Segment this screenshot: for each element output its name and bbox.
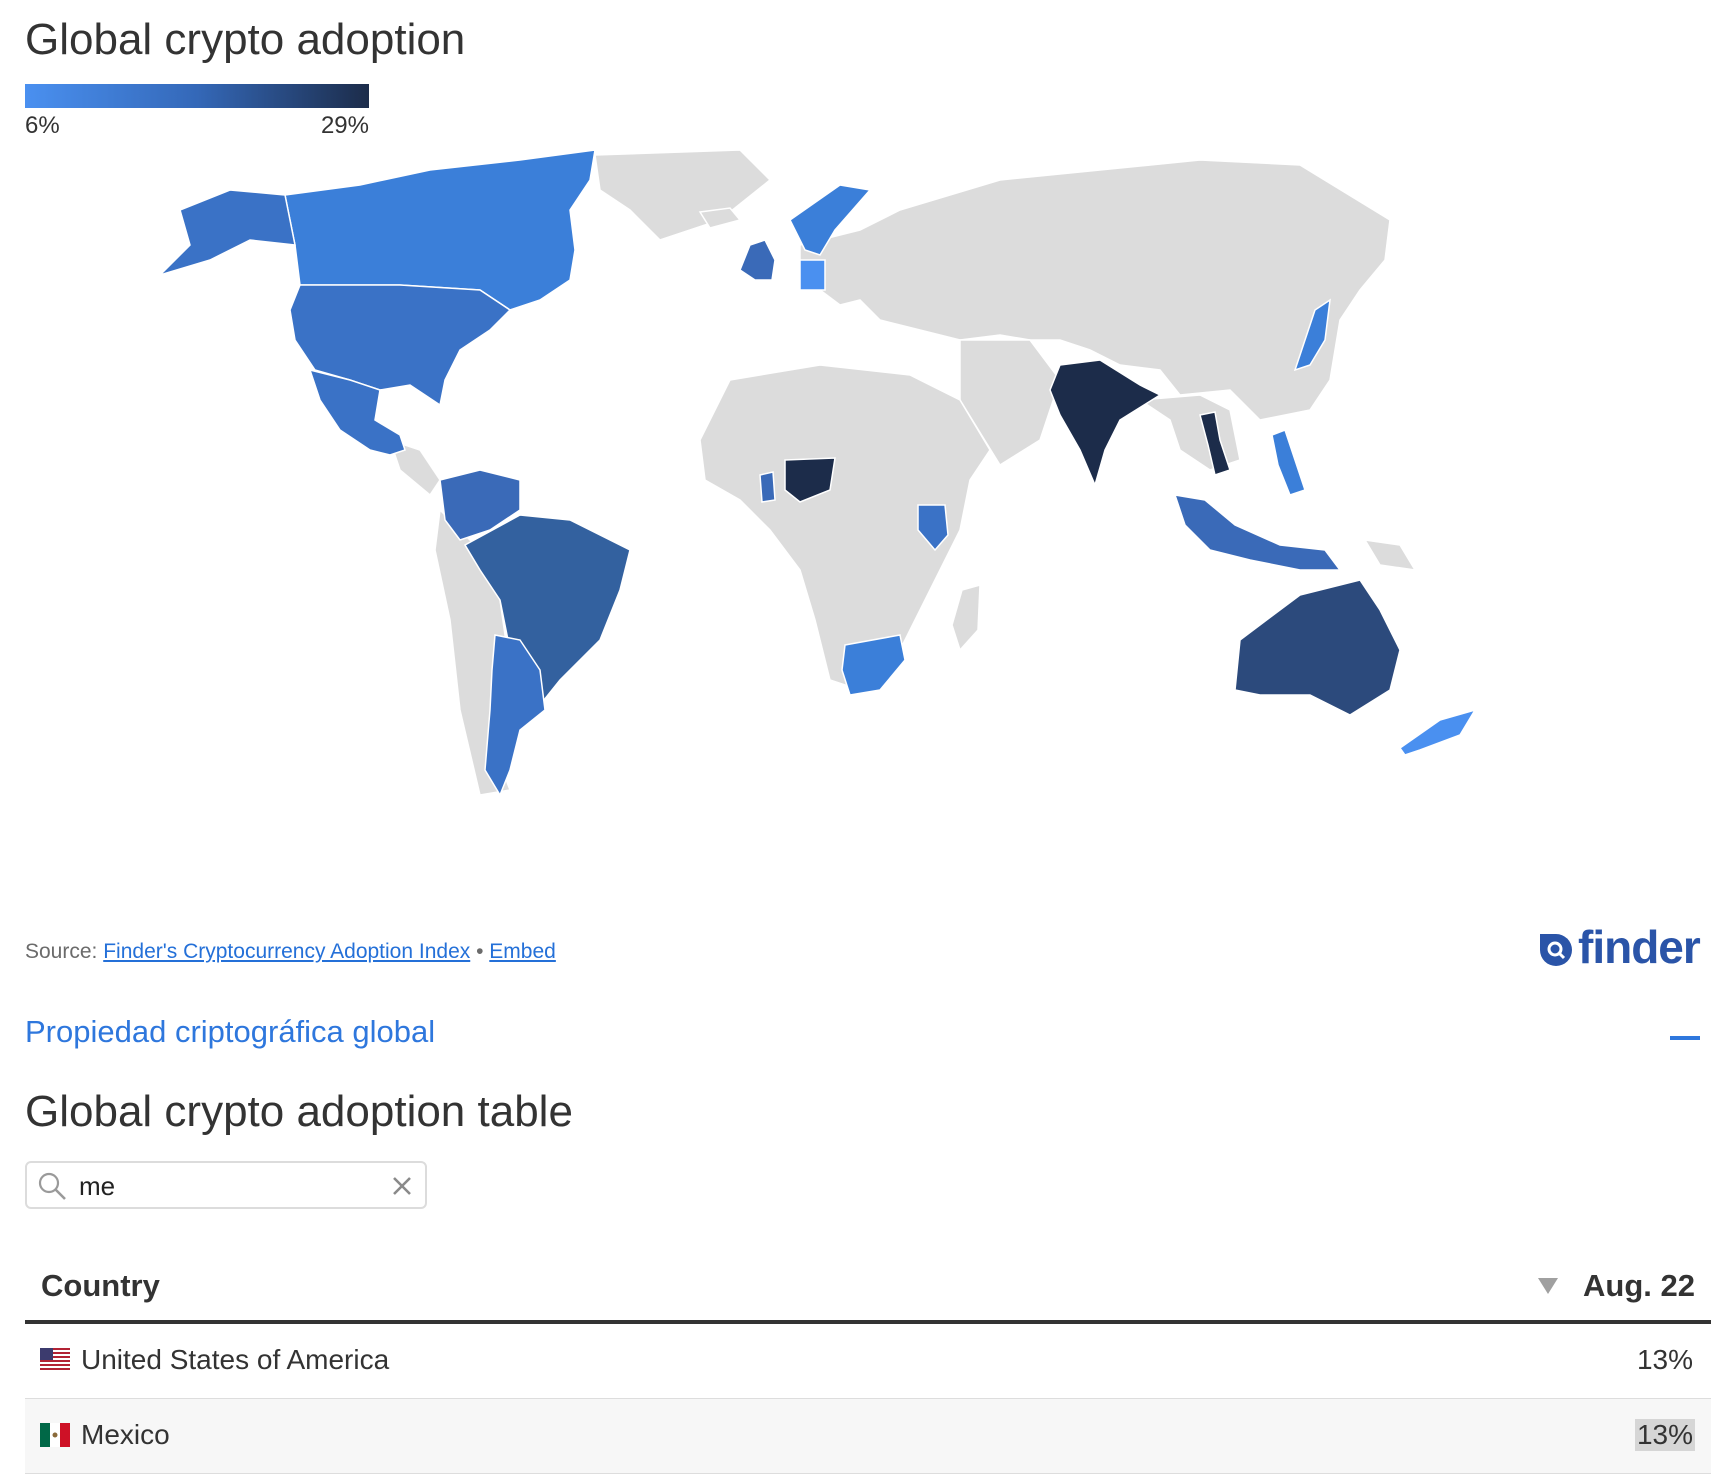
column-header-aug-22[interactable]: Aug. 22 — [1583, 1268, 1695, 1303]
country-usa — [289, 284, 512, 407]
country-mexico — [308, 368, 406, 456]
country-new-zealand — [1398, 708, 1477, 756]
table-header: Country Aug. 22 — [25, 1258, 1711, 1324]
land-europe-asia — [799, 159, 1391, 421]
country-kenya — [917, 504, 949, 552]
us-flag-icon — [40, 1348, 70, 1372]
land-png — [1363, 539, 1417, 571]
table-title: Global crypto adoption table — [25, 1087, 573, 1136]
country-nigeria — [784, 457, 836, 503]
country-norway-sweden — [789, 184, 872, 256]
country-germany — [799, 259, 826, 291]
land-greenland — [594, 150, 772, 241]
land-madagascar — [951, 584, 981, 652]
chart-title: Global crypto adoption — [25, 15, 466, 64]
country-brazil — [463, 514, 631, 707]
section-toggle-label[interactable]: Propiedad criptográfica global — [25, 1014, 436, 1049]
country-japan — [1293, 298, 1331, 372]
collapse-icon[interactable] — [1670, 1036, 1700, 1040]
color-legend: 6% 29% — [25, 84, 369, 139]
table-row: United States of America 13% — [25, 1324, 1711, 1399]
finder-logo[interactable]: finder — [1538, 921, 1710, 976]
search-icon — [38, 1172, 66, 1200]
search-input[interactable] — [79, 1169, 359, 1203]
country-uk-ireland — [739, 239, 776, 281]
source-line: Source: Finder's Cryptocurrency Adoption… — [25, 940, 556, 964]
adoption-value: 13% — [1636, 1344, 1693, 1375]
finder-wordmark: finder — [1578, 921, 1701, 973]
country-vietnam — [1199, 411, 1231, 476]
country-australia — [1234, 579, 1401, 716]
source-prefix: Source: — [25, 940, 98, 963]
finder-search-icon — [1540, 934, 1572, 966]
country-alaska-usa — [159, 189, 296, 276]
table-row: Mexico 13% — [25, 1399, 1711, 1474]
adoption-table: Country Aug. 22 United States of America… — [25, 1258, 1711, 1474]
country-colombia-venezuela — [439, 469, 521, 541]
search-box[interactable] — [25, 1161, 427, 1209]
adoption-value: 13% — [1634, 1419, 1695, 1451]
land-iceland — [698, 207, 742, 229]
legend-min-label: 6% — [25, 112, 60, 139]
clear-icon[interactable] — [391, 1175, 413, 1197]
source-link[interactable]: Finder's Cryptocurrency Adoption Index — [103, 940, 471, 963]
embed-link[interactable]: Embed — [489, 940, 556, 963]
column-header-country[interactable]: Country — [41, 1268, 160, 1303]
world-choropleth-map — [159, 150, 1477, 797]
land-central-america — [388, 438, 441, 497]
sort-down-icon[interactable] — [1537, 1276, 1559, 1296]
country-philippines — [1271, 429, 1306, 496]
mx-flag-icon — [40, 1423, 70, 1447]
country-name: United States of America — [81, 1344, 390, 1375]
country-india — [1049, 359, 1162, 488]
country-indonesia-malaysia — [1173, 494, 1342, 571]
country-south-africa — [841, 634, 906, 696]
legend-gradient-bar — [25, 84, 369, 108]
country-name: Mexico — [81, 1419, 170, 1450]
source-separator: • — [476, 940, 484, 963]
country-ghana — [759, 471, 776, 503]
country-argentina — [484, 634, 546, 797]
legend-max-label: 29% — [320, 112, 369, 139]
